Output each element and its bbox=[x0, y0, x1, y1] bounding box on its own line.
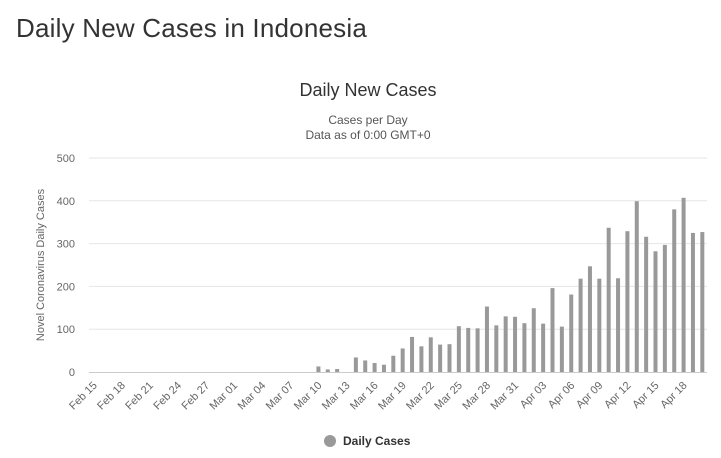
bar-mar-11[interactable] bbox=[325, 369, 330, 372]
bar-mar-27[interactable] bbox=[475, 328, 480, 372]
x-tick-label: Mar 13 bbox=[320, 380, 353, 413]
y-tick-label: 200 bbox=[57, 281, 75, 293]
bar-mar-15[interactable] bbox=[363, 360, 368, 372]
bar-apr-04[interactable] bbox=[550, 288, 555, 372]
x-tick-label: Feb 24 bbox=[151, 380, 184, 413]
x-tick-label: Mar 07 bbox=[264, 380, 297, 413]
page-title: Daily New Cases in Indonesia bbox=[16, 13, 367, 43]
x-tick-label: Mar 22 bbox=[404, 380, 437, 413]
bar-mar-16[interactable] bbox=[372, 363, 377, 372]
grid-lines bbox=[89, 157, 707, 330]
x-tick-label: Feb 21 bbox=[123, 380, 156, 413]
bar-mar-17[interactable] bbox=[381, 364, 386, 372]
y-axis-ticks: 0 100 200 300 400 500 bbox=[57, 153, 75, 379]
y-tick-label: 500 bbox=[57, 153, 75, 165]
bar-apr-03[interactable] bbox=[541, 323, 546, 372]
bar-mar-19[interactable] bbox=[400, 348, 405, 372]
bar-apr-14[interactable] bbox=[644, 236, 649, 372]
bar-apr-17[interactable] bbox=[672, 209, 677, 372]
x-tick-label: Mar 10 bbox=[292, 380, 325, 413]
legend-marker-daily-cases bbox=[324, 435, 336, 447]
bar-mar-18[interactable] bbox=[391, 355, 396, 372]
bar-apr-16[interactable] bbox=[662, 244, 667, 372]
x-tick-label: Mar 25 bbox=[432, 380, 465, 413]
legend-label-daily-cases[interactable]: Daily Cases bbox=[343, 434, 411, 448]
x-tick-label: Mar 19 bbox=[376, 380, 409, 413]
x-tick-label: Apr 15 bbox=[630, 380, 661, 411]
y-tick-label: 0 bbox=[69, 367, 75, 379]
bar-apr-11[interactable] bbox=[616, 278, 621, 372]
bar-apr-05[interactable] bbox=[559, 326, 564, 372]
bar-apr-15[interactable] bbox=[653, 251, 658, 372]
bar-apr-20[interactable] bbox=[700, 232, 705, 372]
bar-apr-06[interactable] bbox=[569, 294, 574, 372]
bar-mar-26[interactable] bbox=[466, 327, 471, 372]
x-tick-label: Apr 03 bbox=[518, 380, 549, 411]
bar-apr-08[interactable] bbox=[587, 266, 592, 372]
bar-mar-14[interactable] bbox=[353, 357, 358, 372]
y-axis-label: Novel Coronavirus Daily Cases bbox=[35, 188, 47, 341]
bar-mar-31[interactable] bbox=[513, 316, 518, 372]
x-tick-label: Feb 15 bbox=[67, 380, 100, 413]
bar-series bbox=[316, 197, 705, 372]
x-tick-label: Mar 01 bbox=[208, 380, 241, 413]
x-tick-label: Mar 04 bbox=[236, 380, 269, 413]
bar-apr-13[interactable] bbox=[634, 201, 639, 372]
chart-subtitle: Cases per Day bbox=[328, 113, 407, 127]
bar-apr-01[interactable] bbox=[522, 323, 527, 372]
x-tick-label: Mar 16 bbox=[348, 380, 381, 413]
bar-mar-25[interactable] bbox=[456, 326, 461, 372]
bar-mar-21[interactable] bbox=[419, 346, 424, 372]
bar-mar-20[interactable] bbox=[410, 336, 415, 372]
x-tick-label: Feb 27 bbox=[179, 380, 212, 413]
bar-mar-29[interactable] bbox=[494, 325, 499, 372]
x-tick-label: Mar 28 bbox=[460, 380, 493, 413]
bar-apr-10[interactable] bbox=[606, 227, 611, 372]
y-tick-label: 100 bbox=[57, 324, 75, 336]
bar-apr-12[interactable] bbox=[625, 231, 630, 372]
x-tick-label: Apr 18 bbox=[658, 380, 689, 411]
bar-mar-12[interactable] bbox=[335, 369, 340, 372]
bar-apr-19[interactable] bbox=[690, 232, 695, 372]
x-tick-label: Apr 09 bbox=[574, 380, 605, 411]
bar-mar-10[interactable] bbox=[316, 366, 321, 372]
bar-mar-23[interactable] bbox=[438, 344, 443, 372]
x-tick-label: Apr 12 bbox=[602, 380, 633, 411]
y-tick-label: 300 bbox=[57, 239, 75, 251]
y-tick-label: 400 bbox=[57, 196, 75, 208]
x-tick-label: Feb 18 bbox=[95, 380, 128, 413]
bar-mar-24[interactable] bbox=[447, 344, 452, 372]
bar-mar-28[interactable] bbox=[484, 306, 489, 372]
bar-mar-22[interactable] bbox=[428, 337, 433, 372]
chart-title: Daily New Cases bbox=[299, 80, 436, 100]
bar-apr-09[interactable] bbox=[597, 278, 602, 372]
bar-apr-02[interactable] bbox=[531, 308, 536, 372]
bar-apr-18[interactable] bbox=[681, 197, 686, 372]
bar-apr-07[interactable] bbox=[578, 278, 583, 372]
chart-subtitle-date: Data as of 0:00 GMT+0 bbox=[305, 128, 430, 142]
legend[interactable]: Daily Cases bbox=[324, 434, 411, 448]
x-tick-label: Apr 06 bbox=[546, 380, 577, 411]
bar-mar-30[interactable] bbox=[503, 316, 508, 372]
x-tick-label: Mar 31 bbox=[488, 380, 521, 413]
